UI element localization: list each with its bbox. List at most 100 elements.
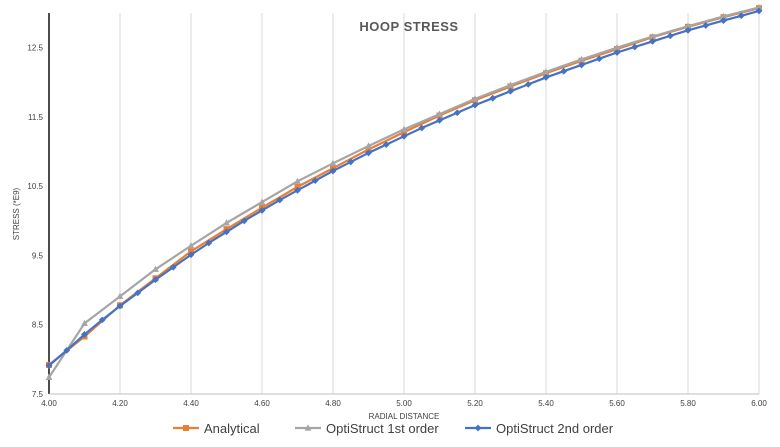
data-point: [152, 265, 159, 272]
data-point: [134, 289, 142, 297]
x-tick-label: 5.80: [680, 399, 696, 408]
data-point: [294, 183, 301, 190]
data-point: [400, 132, 408, 140]
series-group: [45, 3, 763, 380]
data-point: [63, 346, 71, 354]
x-tick-label: 5.20: [467, 399, 483, 408]
data-point: [755, 7, 763, 15]
data-point: [45, 373, 53, 380]
data-point: [382, 141, 390, 149]
data-point: [613, 44, 621, 51]
data-point: [365, 149, 372, 157]
data-point: [365, 142, 372, 149]
data-point: [223, 228, 230, 236]
x-tick-label: 5.40: [538, 399, 554, 408]
data-point: [684, 22, 692, 29]
data-point: [240, 217, 248, 225]
data-point: [631, 43, 639, 51]
data-point: [507, 81, 514, 88]
data-point: [542, 68, 550, 75]
legend-label: OptiStruct 2nd order: [496, 421, 614, 436]
legend-item[interactable]: Analytical: [173, 421, 260, 436]
data-point: [666, 32, 674, 40]
y-tick-label: 7.5: [32, 390, 44, 399]
data-point: [188, 248, 194, 255]
x-axis-title: RADIAL DISTANCE: [369, 412, 440, 421]
data-point: [311, 177, 319, 185]
data-point: [720, 12, 727, 20]
data-point: [294, 186, 301, 194]
data-point: [223, 219, 230, 226]
data-point: [365, 146, 372, 153]
data-point: [45, 362, 53, 369]
data-point: [187, 251, 195, 259]
data-point: [489, 94, 497, 102]
x-tick-label: 4.80: [325, 399, 341, 408]
grid-lines: [119, 13, 760, 394]
data-point: [684, 26, 692, 34]
data-point: [169, 263, 177, 271]
data-point: [401, 129, 407, 136]
data-point: [471, 101, 479, 109]
axes: 4.00 4.20 4.40 4.60 4.80 5.00 5.20 5.40 5.60 5.80…: [27, 13, 767, 408]
data-point: [453, 109, 461, 117]
data-point: [471, 95, 479, 102]
legend-marker: [183, 425, 189, 431]
x-tick-label: 5.00: [396, 399, 412, 408]
legend[interactable]: Analytical OptiStruct 1st order OptiStruct…: [173, 421, 614, 436]
x-tick-label: 5.60: [609, 399, 625, 408]
data-point: [347, 158, 355, 166]
data-point: [436, 116, 443, 124]
legend-label: Analytical: [204, 421, 260, 436]
data-point: [737, 12, 745, 20]
y-tick-label: 11.5: [28, 113, 44, 122]
data-point: [116, 302, 124, 310]
legend-item[interactable]: OptiStruct 2nd order: [465, 421, 614, 436]
y-tick-label: 12.5: [27, 44, 43, 53]
legend-marker: [304, 424, 312, 431]
data-point: [81, 319, 88, 326]
data-point: [329, 159, 337, 166]
data-point: [578, 55, 585, 63]
data-point: [507, 87, 514, 95]
x-tick-label: 4.20: [112, 399, 128, 408]
data-point: [258, 198, 266, 205]
chart-title: HOOP STRESS: [359, 19, 458, 34]
data-point: [595, 55, 603, 63]
x-tick-label: 6.00: [751, 399, 767, 408]
data-point: [613, 49, 621, 56]
data-point: [720, 17, 727, 25]
data-point: [81, 331, 88, 338]
x-tick-label: 4.00: [41, 399, 57, 408]
data-point: [560, 67, 568, 75]
data-point: [649, 32, 656, 40]
data-point: [329, 167, 337, 175]
data-point: [578, 61, 585, 69]
y-tick-label: 10.5: [27, 182, 43, 191]
data-point: [524, 80, 532, 88]
legend-marker: [474, 424, 482, 432]
data-point: [294, 177, 301, 184]
series-2: [45, 3, 763, 380]
y-tick-label: 8.5: [32, 321, 44, 330]
data-point: [276, 196, 284, 204]
legend-item[interactable]: OptiStruct 1st order: [295, 421, 439, 436]
series-3: [45, 7, 763, 369]
data-point: [116, 292, 124, 299]
data-point: [542, 74, 550, 81]
data-point: [205, 239, 213, 247]
data-point: [98, 316, 106, 324]
data-point: [649, 38, 656, 45]
data-point: [258, 207, 266, 214]
x-tick-label: 4.60: [254, 399, 270, 408]
data-point: [400, 125, 408, 132]
legend-label: OptiStruct 1st order: [326, 421, 439, 436]
x-tick-label: 4.40: [183, 399, 199, 408]
data-point: [187, 242, 195, 249]
data-point: [418, 124, 426, 132]
data-point: [755, 3, 763, 11]
data-point: [152, 276, 159, 284]
data-point: [702, 22, 710, 29]
